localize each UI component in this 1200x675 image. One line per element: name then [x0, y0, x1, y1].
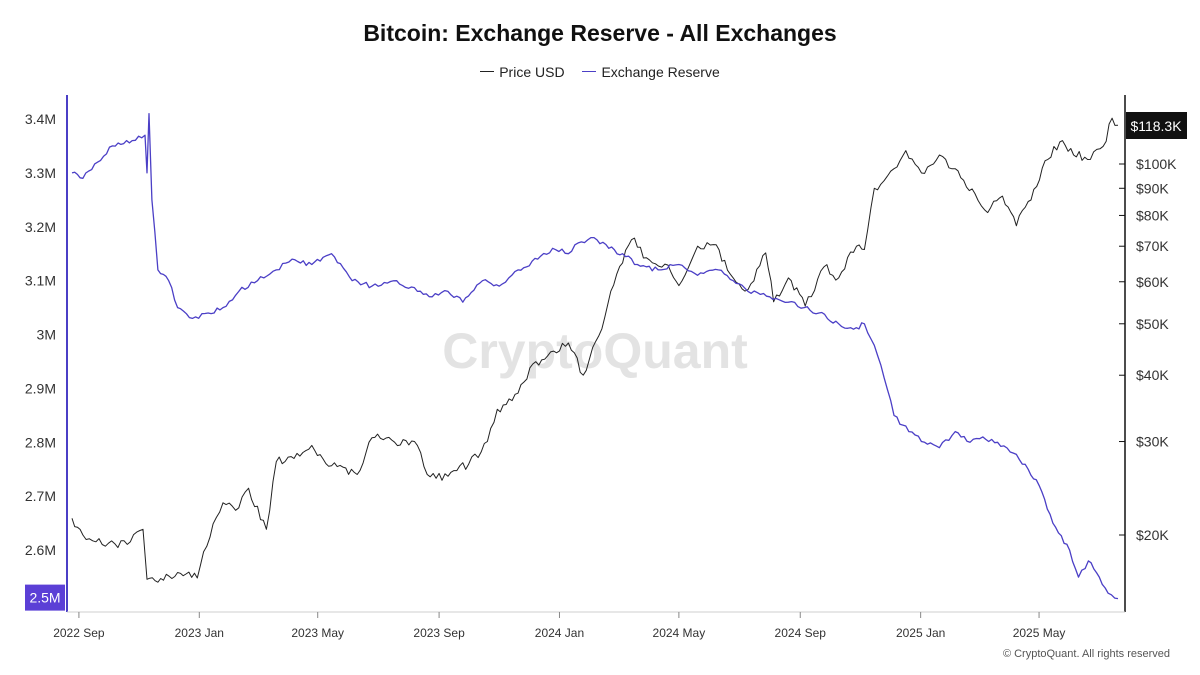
- y-right-tick-label: $70K: [1136, 238, 1169, 254]
- reserve-last-value-label: 2.5M: [29, 590, 60, 606]
- x-tick-label: 2024 May: [653, 626, 706, 640]
- watermark: CryptoQuant: [442, 323, 748, 379]
- legend-label-reserve: Exchange Reserve: [601, 63, 720, 80]
- x-tick-label: 2025 May: [1013, 626, 1066, 640]
- x-tick-label: 2024 Sep: [775, 626, 827, 640]
- y-right-tick-label: $20K: [1136, 527, 1169, 543]
- y-left-tick-label: 3.2M: [25, 219, 56, 235]
- x-tick-label: 2023 Sep: [413, 626, 465, 640]
- y-right-tick-label: $100K: [1136, 156, 1177, 172]
- y-left-tick-label: 2.9M: [25, 380, 56, 396]
- legend-swatch-price: [480, 71, 495, 72]
- x-tick-label: 2025 Jan: [896, 626, 945, 640]
- y-right-tick-label: $40K: [1136, 367, 1169, 383]
- y-right-tick-label: $80K: [1136, 207, 1169, 223]
- y-left-tick-label: 3.1M: [25, 273, 56, 289]
- y-right-tick-label: $30K: [1136, 434, 1169, 450]
- chart-title: Bitcoin: Exchange Reserve - All Exchange…: [363, 20, 837, 46]
- x-tick-label: 2023 Jan: [175, 626, 224, 640]
- price-last-value-badge: [1126, 112, 1187, 139]
- legend-item-reserve[interactable]: Exchange Reserve: [582, 63, 720, 80]
- x-tick-label: 2024 Jan: [535, 626, 584, 640]
- y-left-tick-label: 2.6M: [25, 542, 56, 558]
- price-line: [71, 117, 1119, 583]
- copyright-notice: © CryptoQuant. All rights reserved: [1002, 648, 1170, 660]
- reserve-last-value-badge: [25, 584, 65, 611]
- y-left-tick-label: 3.3M: [25, 165, 56, 181]
- axes: 3.4M 3.3M 3.2M 3.1M 3M 2.9M 2.8M 2.7M 2.6M 2.5M $1…: [25, 95, 1177, 640]
- reserve-series: [71, 112, 1119, 600]
- x-tick-label: 2022 Sep: [53, 626, 105, 640]
- value-badges: 2.5M $118.3K: [25, 112, 1187, 611]
- legend: Price USD Exchange Reserve: [0, 59, 1200, 80]
- legend-item-price[interactable]: Price USD: [480, 63, 565, 80]
- x-tick-label: 2023 May: [291, 626, 344, 640]
- y-right-tick-label: $90K: [1136, 180, 1169, 196]
- reserve-line: [71, 112, 1119, 600]
- price-series: [71, 117, 1119, 583]
- y-left-tick-label: 2.8M: [25, 434, 56, 450]
- y-left-tick-label: 2.7M: [25, 488, 56, 504]
- legend-swatch-reserve: [582, 71, 597, 72]
- y-right-tick-label: $60K: [1136, 274, 1169, 290]
- y-right-tick-label: $50K: [1136, 316, 1169, 332]
- y-left-tick-label: 3.4M: [25, 111, 56, 127]
- price-last-value-label: $118.3K: [1130, 118, 1182, 134]
- legend-label-price: Price USD: [499, 63, 565, 80]
- y-left-tick-label: 3M: [37, 327, 56, 343]
